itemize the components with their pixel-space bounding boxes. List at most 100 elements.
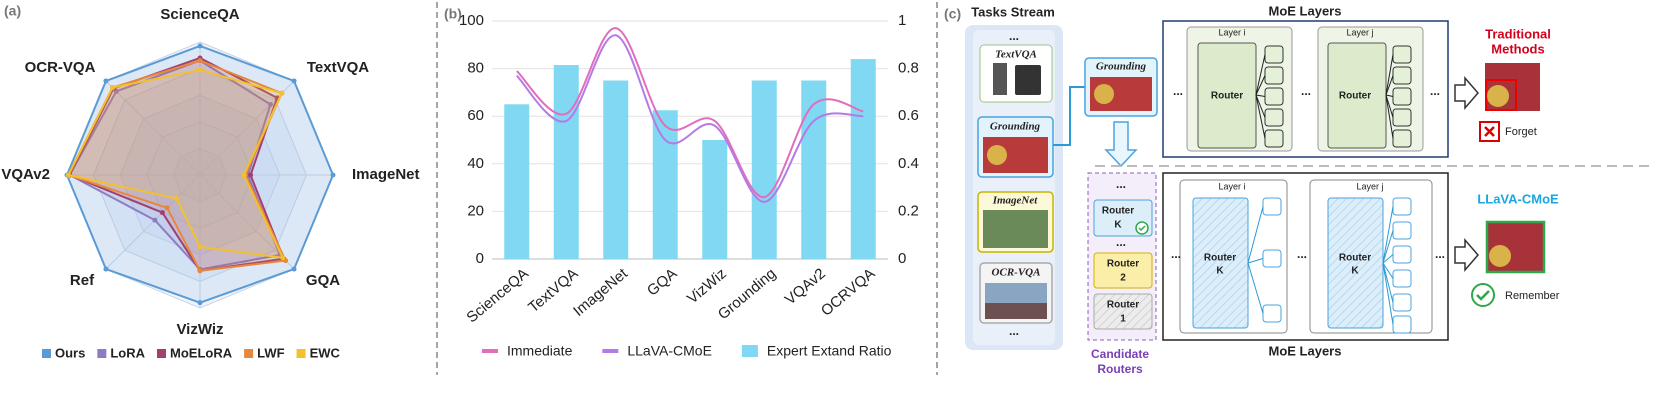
check-icon [1138, 225, 1146, 232]
radar-point [197, 268, 203, 274]
expert-arrow [1382, 254, 1394, 264]
radar-point [268, 101, 274, 107]
candidate-title: Candidate [1091, 347, 1149, 361]
candidate-title: Routers [1097, 362, 1143, 376]
legend-swatch [157, 349, 167, 358]
x-tick-label: ScienceQA [463, 265, 531, 326]
expert-arrow [1247, 262, 1264, 314]
layers [1179, 179, 1433, 334]
y2-tick-label: 0.8 [898, 60, 919, 77]
router-label: Router [1339, 253, 1371, 264]
expert [1264, 108, 1284, 127]
radar-point [103, 266, 109, 272]
router-index: K [1216, 266, 1224, 277]
expert [1264, 66, 1284, 85]
expert-arrow [1382, 206, 1394, 264]
right-arrow [1454, 75, 1479, 111]
expert-arrow [1382, 262, 1394, 303]
layers [1186, 26, 1424, 152]
check-icon [1471, 283, 1495, 307]
ellipsis: ... [1435, 247, 1445, 261]
bar [850, 59, 876, 259]
expert-arrow [1255, 94, 1266, 97]
expert-arrow [1385, 94, 1394, 118]
legend-label: MoELoRA [170, 345, 233, 360]
legend-swatch [97, 349, 107, 358]
router-label: Router [1107, 259, 1139, 270]
ellipsis: ... [1116, 177, 1126, 191]
radar-point [197, 43, 203, 49]
expert-arrow [1255, 75, 1266, 96]
panel-label: (b) [444, 6, 462, 22]
method-label: LLaVA-CMoE [1477, 191, 1559, 206]
y-tick-label: 80 [467, 60, 484, 77]
radar-point [197, 244, 203, 250]
ellipsis: ... [1301, 84, 1311, 98]
panel-label: (a) [4, 3, 21, 19]
panel-label: (c) [944, 6, 961, 22]
result-label: Forget [1505, 126, 1537, 138]
y2-tick-label: 0 [898, 250, 906, 267]
radar-point [164, 205, 170, 211]
expert [1392, 45, 1412, 64]
y-tick-label: 20 [467, 202, 484, 219]
x-tick-label: VizWiz [684, 265, 730, 307]
y2-tick-label: 0.4 [898, 155, 919, 172]
legend-label: EWC [310, 345, 341, 360]
y-tick-label: 40 [467, 155, 484, 172]
expert-arrow [1385, 94, 1394, 139]
expert-arrow [1385, 54, 1394, 96]
image [1487, 85, 1509, 107]
expert [1264, 45, 1284, 64]
router-label: Router [1211, 91, 1243, 102]
image [987, 145, 1007, 165]
radar-point [197, 300, 203, 306]
layer-label: Layer i [1218, 27, 1245, 37]
image [983, 210, 1048, 248]
expert-arrow [1385, 75, 1394, 96]
legend-swatch [482, 349, 498, 353]
legend-label: Expert Extand Ratio [767, 343, 892, 359]
axis-label: OCR-VQA [25, 59, 96, 76]
radar-point [173, 196, 179, 202]
layer-label: Layer j [1346, 27, 1373, 37]
axis-label: Ref [70, 272, 95, 289]
expert [1392, 129, 1412, 148]
bar [702, 140, 728, 259]
router-label: Router [1204, 253, 1236, 264]
router-index: 2 [1120, 273, 1126, 284]
expert-arrow [1382, 262, 1394, 279]
radar-point [279, 90, 285, 96]
router-label: Router [1339, 91, 1371, 102]
x-tick-label: ImageNet [570, 265, 631, 320]
ellipsis: ... [1009, 324, 1019, 338]
axis-label: ImageNet [352, 166, 420, 183]
axis-label: VQAv2 [1, 166, 50, 183]
legend-swatch [42, 349, 51, 358]
bar [751, 80, 777, 259]
method-label: Methods [1491, 41, 1544, 56]
result-label: Remember [1505, 290, 1560, 302]
y-tick-label: 100 [459, 12, 484, 29]
expert-arrow [1382, 230, 1394, 264]
connector [1053, 86, 1085, 146]
right-arrow [1454, 237, 1479, 273]
legend-swatch [741, 345, 758, 357]
y-tick-label: 0 [476, 250, 484, 267]
ellipsis: ... [1116, 235, 1126, 249]
router-card [1093, 252, 1153, 289]
legend-swatch [244, 349, 254, 358]
bar [652, 110, 678, 259]
line [516, 27, 864, 199]
expert [1392, 221, 1412, 240]
expert [1392, 245, 1412, 264]
expert [1392, 293, 1412, 312]
radar-point [65, 172, 71, 178]
layer-label: Layer i [1218, 181, 1245, 191]
axis-label: GQA [306, 272, 340, 289]
bar [801, 80, 827, 259]
task-name: OCR-VQA [992, 267, 1041, 279]
legend-swatch [602, 349, 619, 353]
router-index: K [1114, 220, 1122, 231]
